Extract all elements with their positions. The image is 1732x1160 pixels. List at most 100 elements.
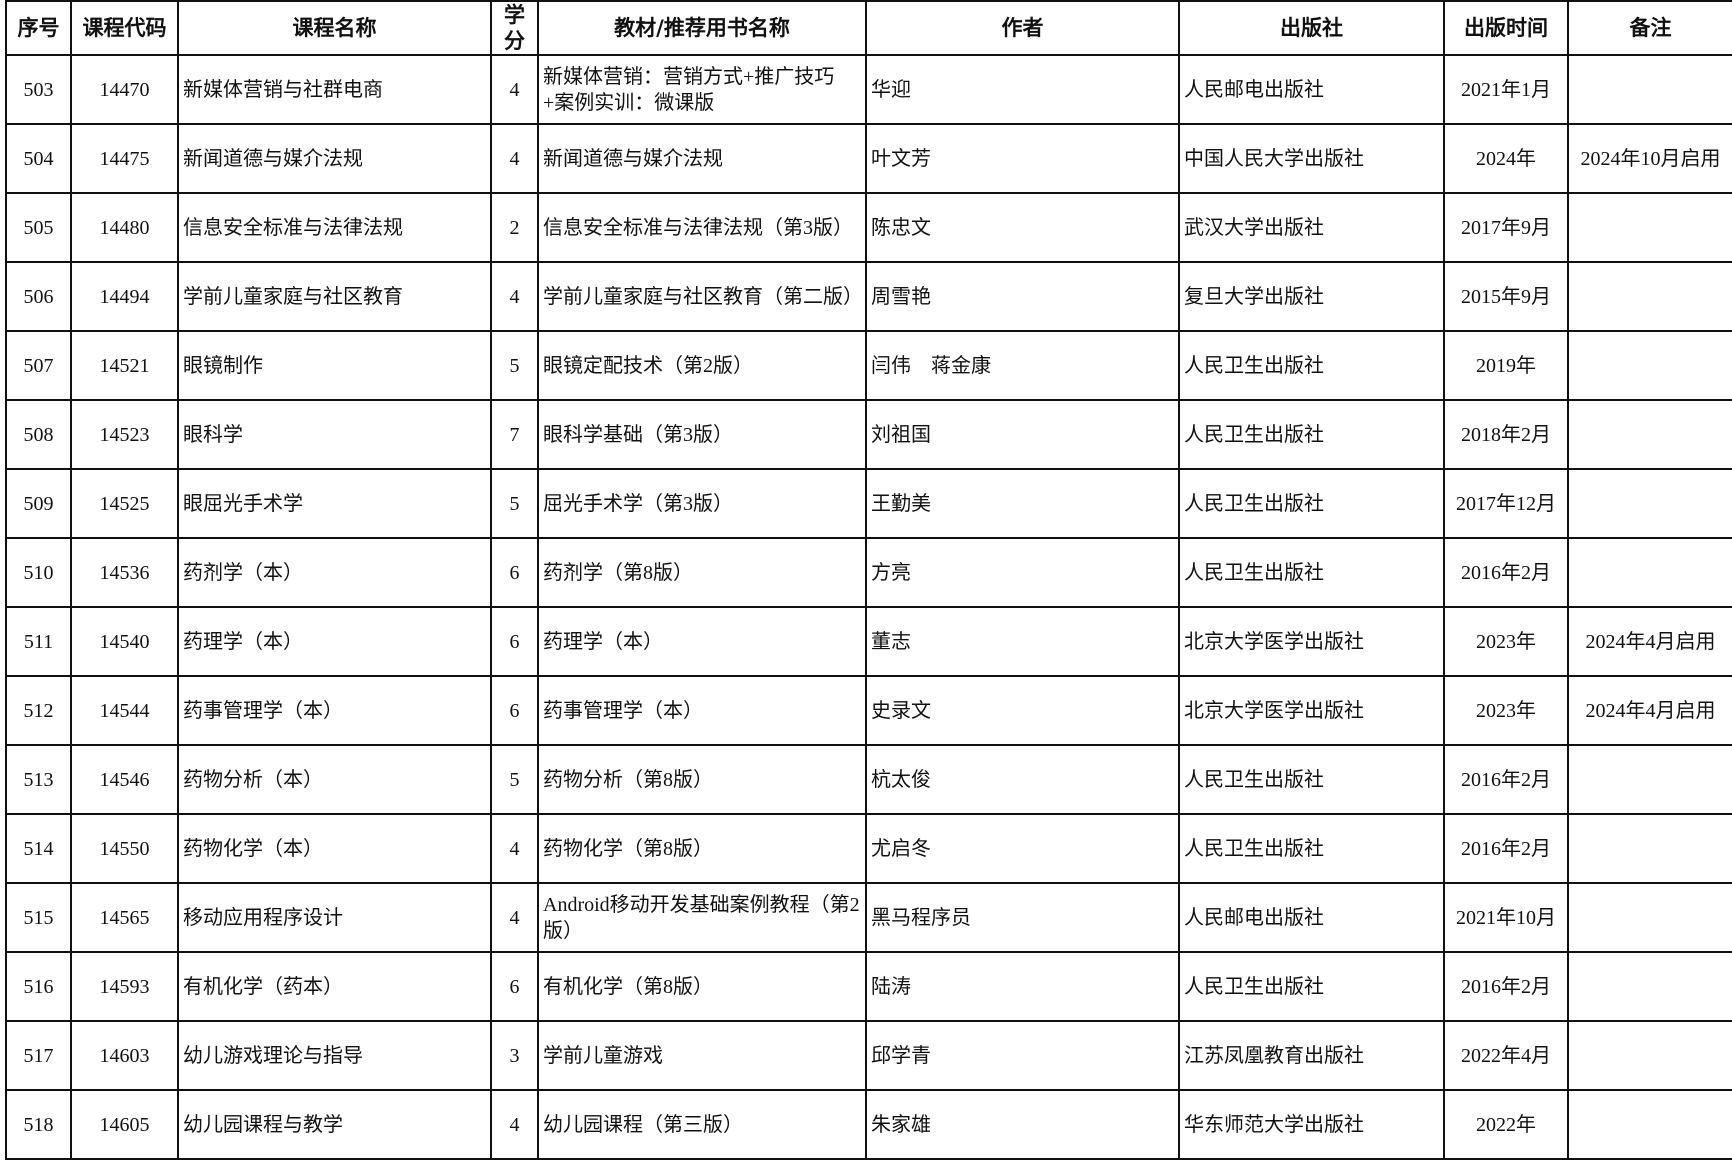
textbook-table: 序号 课程代码 课程名称 学分 教材/推荐用书名称 作者 出版社 出版时间 备注 503 1447… [5,0,1732,1160]
publish-date-cell: 2016年2月 [1443,813,1569,884]
seq-number-cell: 515 [5,882,72,953]
publisher-cell: 江苏凤凰教育出版社 [1178,1020,1445,1091]
course-code-cell: 14603 [70,1020,179,1091]
credits-cell: 6 [490,537,539,608]
course-name-cell: 药物化学（本） [177,813,492,884]
credits-cell: 4 [490,261,539,332]
credits-cell: 6 [490,606,539,677]
author-cell: 周雪艳 [865,261,1180,332]
publish-date-cell: 2016年2月 [1443,951,1569,1022]
course-name-cell: 信息安全标准与法律法规 [177,192,492,263]
publisher-cell: 人民卫生出版社 [1178,330,1445,401]
publisher-cell: 北京大学医学出版社 [1178,606,1445,677]
credits-cell: 4 [490,123,539,194]
seq-number-cell: 513 [5,744,72,815]
publish-date-cell: 2019年 [1443,330,1569,401]
table-row: 506 14494 学前儿童家庭与社区教育 4 学前儿童家庭与社区教育（第二版） 周雪艳复… [5,261,1732,332]
author-cell: 陈忠文 [865,192,1180,263]
course-name-cell: 移动应用程序设计 [177,882,492,953]
remarks-cell [1567,537,1732,608]
textbook-name-cell: 屈光手术学（第3版） [537,468,867,539]
publisher-cell: 人民卫生出版社 [1178,399,1445,470]
seq-number-cell: 511 [5,606,72,677]
course-code-cell: 14480 [70,192,179,263]
course-name-cell: 新闻道德与媒介法规 [177,123,492,194]
author-cell: 尤启冬 [865,813,1180,884]
author-cell: 叶文芳 [865,123,1180,194]
remarks-cell [1567,1020,1732,1091]
header-course-name: 课程名称 [177,0,492,56]
author-cell: 王勤美 [865,468,1180,539]
publish-date-cell: 2021年10月 [1443,882,1569,953]
publish-date-cell: 2022年4月 [1443,1020,1569,1091]
credits-cell: 5 [490,744,539,815]
seq-number-cell: 505 [5,192,72,263]
credits-cell: 5 [490,468,539,539]
remarks-cell: 2024年4月启用 [1567,606,1732,677]
textbook-name-cell: 幼儿园课程（第三版） [537,1089,867,1160]
course-name-cell: 眼屈光手术学 [177,468,492,539]
course-name-cell: 有机化学（药本） [177,951,492,1022]
publisher-cell: 武汉大学出版社 [1178,192,1445,263]
table-row: 512 14544 药事管理学（本） 6 药事管理学（本） 史录文 北京大学医学出版社 202… [5,675,1732,746]
course-code-cell: 14565 [70,882,179,953]
credits-cell: 4 [490,813,539,884]
header-publisher: 出版社 [1178,0,1445,56]
course-code-cell: 14544 [70,675,179,746]
publisher-cell: 人民邮电出版社 [1178,54,1445,125]
header-credits: 学分 [490,0,539,56]
course-name-cell: 学前儿童家庭与社区教育 [177,261,492,332]
header-row: 序号 课程代码 课程名称 学分 教材/推荐用书名称 作者 出版社 出版时间 备注 [5,0,1732,56]
course-code-cell: 14523 [70,399,179,470]
header-seq-number: 序号 [5,0,72,56]
author-cell: 方亮 [865,537,1180,608]
textbook-name-cell: 信息安全标准与法律法规（第3版） [537,192,867,263]
course-name-cell: 眼镜制作 [177,330,492,401]
textbook-name-cell: 药物分析（第8版） [537,744,867,815]
credits-cell: 6 [490,675,539,746]
course-code-cell: 14605 [70,1089,179,1160]
publish-date-cell: 2016年2月 [1443,537,1569,608]
table-row: 507 14521 眼镜制作 5 眼镜定配技术（第2版） 闫伟 蒋金康 人民卫生出版社 201… [5,330,1732,401]
table-row: 503 14470 新媒体营销与社群电商 4 新媒体营销：营销方式+推广技巧+案例实训：… [5,54,1732,125]
table-row: 510 14536 药剂学（本） 6 药剂学（第8版） 方亮 人民卫生出版社 2016年2月 [5,537,1732,608]
header-remarks: 备注 [1567,0,1732,56]
table-row: 509 14525 眼屈光手术学 5 屈光手术学（第3版） 王勤美 人民卫生出版社 2017年… [5,468,1732,539]
seq-number-cell: 512 [5,675,72,746]
remarks-cell [1567,330,1732,401]
author-cell: 杭太俊 [865,744,1180,815]
author-cell: 董志 [865,606,1180,677]
table-row: 514 14550 药物化学（本） 4 药物化学（第8版） 尤启冬 人民卫生出版社 2016年… [5,813,1732,884]
table-row: 517 14603 幼儿游戏理论与指导 3 学前儿童游戏 邱学青 江苏凤凰教育出版社 2022… [5,1020,1732,1091]
seq-number-cell: 514 [5,813,72,884]
remarks-cell [1567,261,1732,332]
table-row: 516 14593 有机化学（药本） 6 有机化学（第8版） 陆涛 人民卫生出版社 2016年… [5,951,1732,1022]
publisher-cell: 人民邮电出版社 [1178,882,1445,953]
publish-date-cell: 2018年2月 [1443,399,1569,470]
publish-date-cell: 2024年 [1443,123,1569,194]
seq-number-cell: 506 [5,261,72,332]
table-row: 513 14546 药物分析（本） 5 药物分析（第8版） 杭太俊 人民卫生出版社 2016年… [5,744,1732,815]
publisher-cell: 人民卫生出版社 [1178,951,1445,1022]
course-code-cell: 14546 [70,744,179,815]
table-row: 504 14475 新闻道德与媒介法规 4 新闻道德与媒介法规 叶文芳 中国人民大学出版社 2… [5,123,1732,194]
textbook-name-cell: 学前儿童游戏 [537,1020,867,1091]
publish-date-cell: 2021年1月 [1443,54,1569,125]
table-row: 518 14605 幼儿园课程与教学 4 幼儿园课程（第三版） 朱家雄 华东师范大学出版社 2… [5,1089,1732,1160]
course-code-cell: 14536 [70,537,179,608]
course-code-cell: 14494 [70,261,179,332]
remarks-cell [1567,744,1732,815]
textbook-name-cell: 药物化学（第8版） [537,813,867,884]
remarks-cell [1567,882,1732,953]
course-name-cell: 幼儿游戏理论与指导 [177,1020,492,1091]
publish-date-cell: 2023年 [1443,606,1569,677]
credits-cell: 6 [490,951,539,1022]
author-cell: 黑马程序员 [865,882,1180,953]
course-code-cell: 14470 [70,54,179,125]
table-row: 508 14523 眼科学 7 眼科学基础（第3版） 刘祖国 人民卫生出版社 2018年2月 [5,399,1732,470]
author-cell: 邱学青 [865,1020,1180,1091]
author-cell: 史录文 [865,675,1180,746]
seq-number-cell: 503 [5,54,72,125]
textbook-name-cell: 学前儿童家庭与社区教育（第二版） [537,261,867,332]
course-code-cell: 14525 [70,468,179,539]
